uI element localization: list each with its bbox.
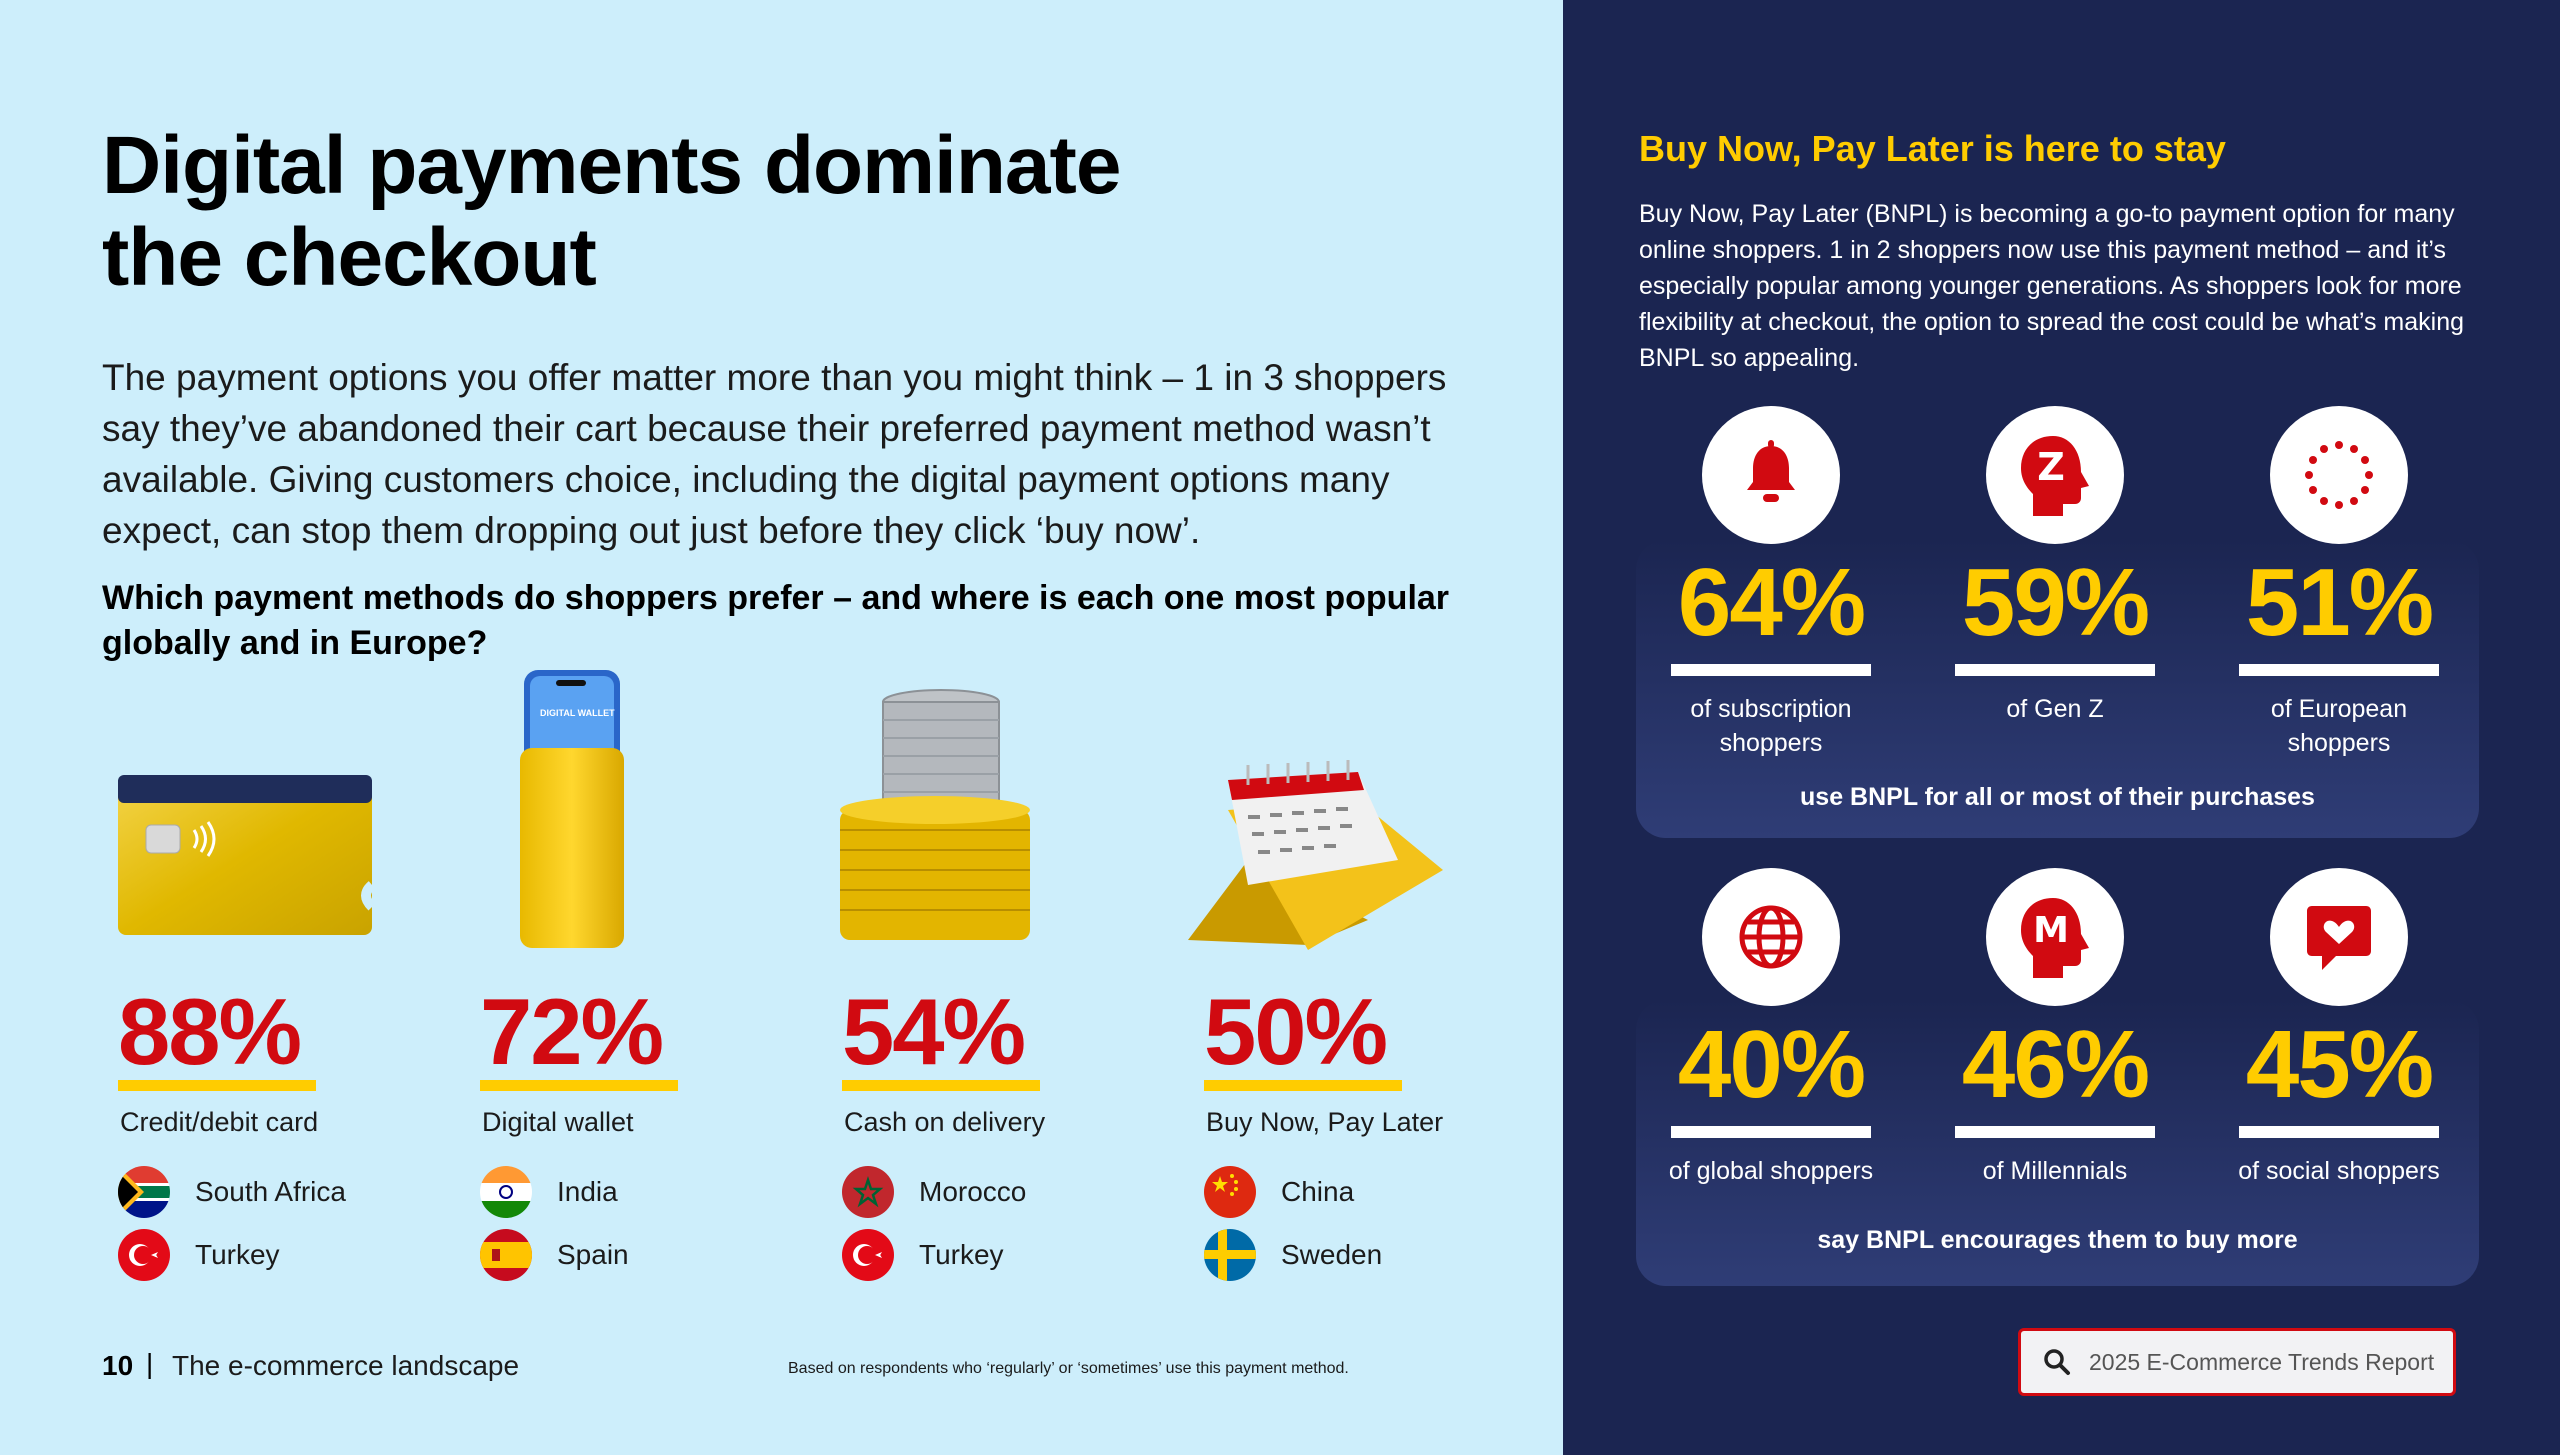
stat-bar xyxy=(1671,1126,1871,1138)
stat-label: of Millennials xyxy=(1982,1157,2128,1185)
spain-flag-icon xyxy=(480,1229,532,1281)
stat-bar xyxy=(1955,664,2155,676)
country-row: Sweden xyxy=(1204,1228,1382,1282)
head-z-icon: Z xyxy=(1986,406,2124,544)
heart-chat-icon xyxy=(2270,868,2408,1006)
stat-percentage: 64% xyxy=(1677,549,1866,656)
stat-percentage: 51% xyxy=(2245,549,2434,656)
page-number: 10 xyxy=(102,1350,134,1381)
stat-percentage: 46% xyxy=(1961,1011,2150,1118)
bnpl-encourage-box: say BNPL encourages them to buy more xyxy=(1636,1000,2479,1286)
search-text: 2025 E-Commerce Trends Report xyxy=(2089,1348,2435,1375)
calendar-illustration xyxy=(1188,760,1443,950)
percentage: 88% xyxy=(118,979,302,1084)
box-caption: use BNPL for all or most of their purcha… xyxy=(1800,783,2315,811)
stat-label: of social shoppers xyxy=(2238,1157,2440,1185)
left-panel: Digital payments dominate the checkout T… xyxy=(102,120,1450,1381)
bnpl-paragraph: Buy Now, Pay Later (BNPL) is becoming a … xyxy=(1639,200,2465,372)
underline-bar xyxy=(118,1080,316,1091)
stat-bar xyxy=(1955,1126,2155,1138)
bnpl-usage-box: use BNPL for all or most of their purcha… xyxy=(1636,540,2479,838)
coins-illustration xyxy=(840,689,1030,940)
method-label: Cash on delivery xyxy=(844,1107,1046,1137)
question-heading: Which payment methods do shoppers prefer… xyxy=(102,579,1450,662)
page-title: Digital payments dominate the checkout xyxy=(102,120,1121,304)
stat-percentage: 59% xyxy=(1961,549,2150,656)
percentage: 54% xyxy=(842,979,1026,1084)
eu-stars-icon xyxy=(2270,406,2408,544)
country-name: India xyxy=(557,1176,618,1207)
section-name: The e-commerce landscape xyxy=(172,1350,520,1381)
country-row: India xyxy=(480,1165,618,1219)
underline-bar xyxy=(1204,1080,1402,1091)
country-row: South Africa xyxy=(118,1165,346,1219)
stat-percentage: 40% xyxy=(1677,1011,1866,1118)
method-label: Credit/debit card xyxy=(120,1107,319,1137)
country-name: Morocco xyxy=(919,1176,1027,1207)
country-name: South Africa xyxy=(195,1176,346,1207)
south-africa-flag-icon xyxy=(118,1166,170,1218)
country-row: China xyxy=(1204,1165,1354,1219)
stat-label: of subscription shoppers xyxy=(1690,695,1852,757)
wallet-screen-text: DIGITAL WALLET xyxy=(540,708,615,718)
country-row: Morocco xyxy=(842,1165,1026,1219)
percentage: 72% xyxy=(480,979,664,1084)
title-line-1: Digital payments dominate xyxy=(102,120,1121,211)
footnote: Based on respondents who ‘regularly’ or … xyxy=(788,1360,1349,1377)
bell-icon xyxy=(1702,406,1840,544)
stat-label: of European shoppers xyxy=(2270,695,2408,757)
head-letter-m: M xyxy=(2033,910,2069,951)
turkey-flag-icon xyxy=(842,1229,894,1281)
stat-percentage: 45% xyxy=(2245,1011,2434,1118)
report-search-button[interactable]: 2025 E-Commerce Trends Report xyxy=(2018,1328,2456,1396)
country-name: Spain xyxy=(557,1239,629,1270)
search-icon xyxy=(2044,1349,2070,1375)
bnpl-heading: Buy Now, Pay Later is here to stay xyxy=(1639,128,2226,169)
stat-bar xyxy=(2239,1126,2439,1138)
head-m-icon: M xyxy=(1986,868,2124,1006)
country-name: Sweden xyxy=(1281,1239,1383,1270)
stat-label: of global shoppers xyxy=(1668,1157,1874,1185)
morocco-flag-icon xyxy=(842,1166,894,1218)
country-name: Turkey xyxy=(195,1239,280,1270)
country-row: Turkey xyxy=(118,1228,280,1282)
underline-bar xyxy=(842,1080,1040,1091)
method-label: Buy Now, Pay Later xyxy=(1206,1107,1444,1137)
country-name: Turkey xyxy=(919,1239,1004,1270)
stat-bar xyxy=(2239,664,2439,676)
method-label: Digital wallet xyxy=(482,1107,634,1137)
stat-bar xyxy=(1671,664,1871,676)
right-panel: Buy Now, Pay Later is here to stay Buy N… xyxy=(1563,0,2560,1455)
country-row: Turkey xyxy=(842,1228,1004,1282)
percentage: 50% xyxy=(1204,979,1388,1084)
stat-label: of Gen Z xyxy=(2006,695,2104,723)
intro-paragraph: The payment options you offer matter mor… xyxy=(102,357,1447,551)
globe-icon xyxy=(1702,868,1840,1006)
title-line-2: the checkout xyxy=(102,212,597,303)
turkey-flag-icon xyxy=(118,1229,170,1281)
country-name: China xyxy=(1281,1176,1355,1207)
head-letter-z: Z xyxy=(2037,445,2065,489)
underline-bar xyxy=(480,1080,678,1091)
sweden-flag-icon xyxy=(1204,1229,1256,1281)
digital-wallet-illustration xyxy=(520,670,624,948)
country-row: Spain xyxy=(480,1228,629,1282)
credit-card-illustration xyxy=(118,775,376,935)
box-caption: say BNPL encourages them to buy more xyxy=(1817,1226,2298,1254)
china-flag-icon xyxy=(1204,1166,1256,1218)
india-flag-icon xyxy=(480,1166,532,1218)
footer-separator: | xyxy=(146,1348,154,1379)
